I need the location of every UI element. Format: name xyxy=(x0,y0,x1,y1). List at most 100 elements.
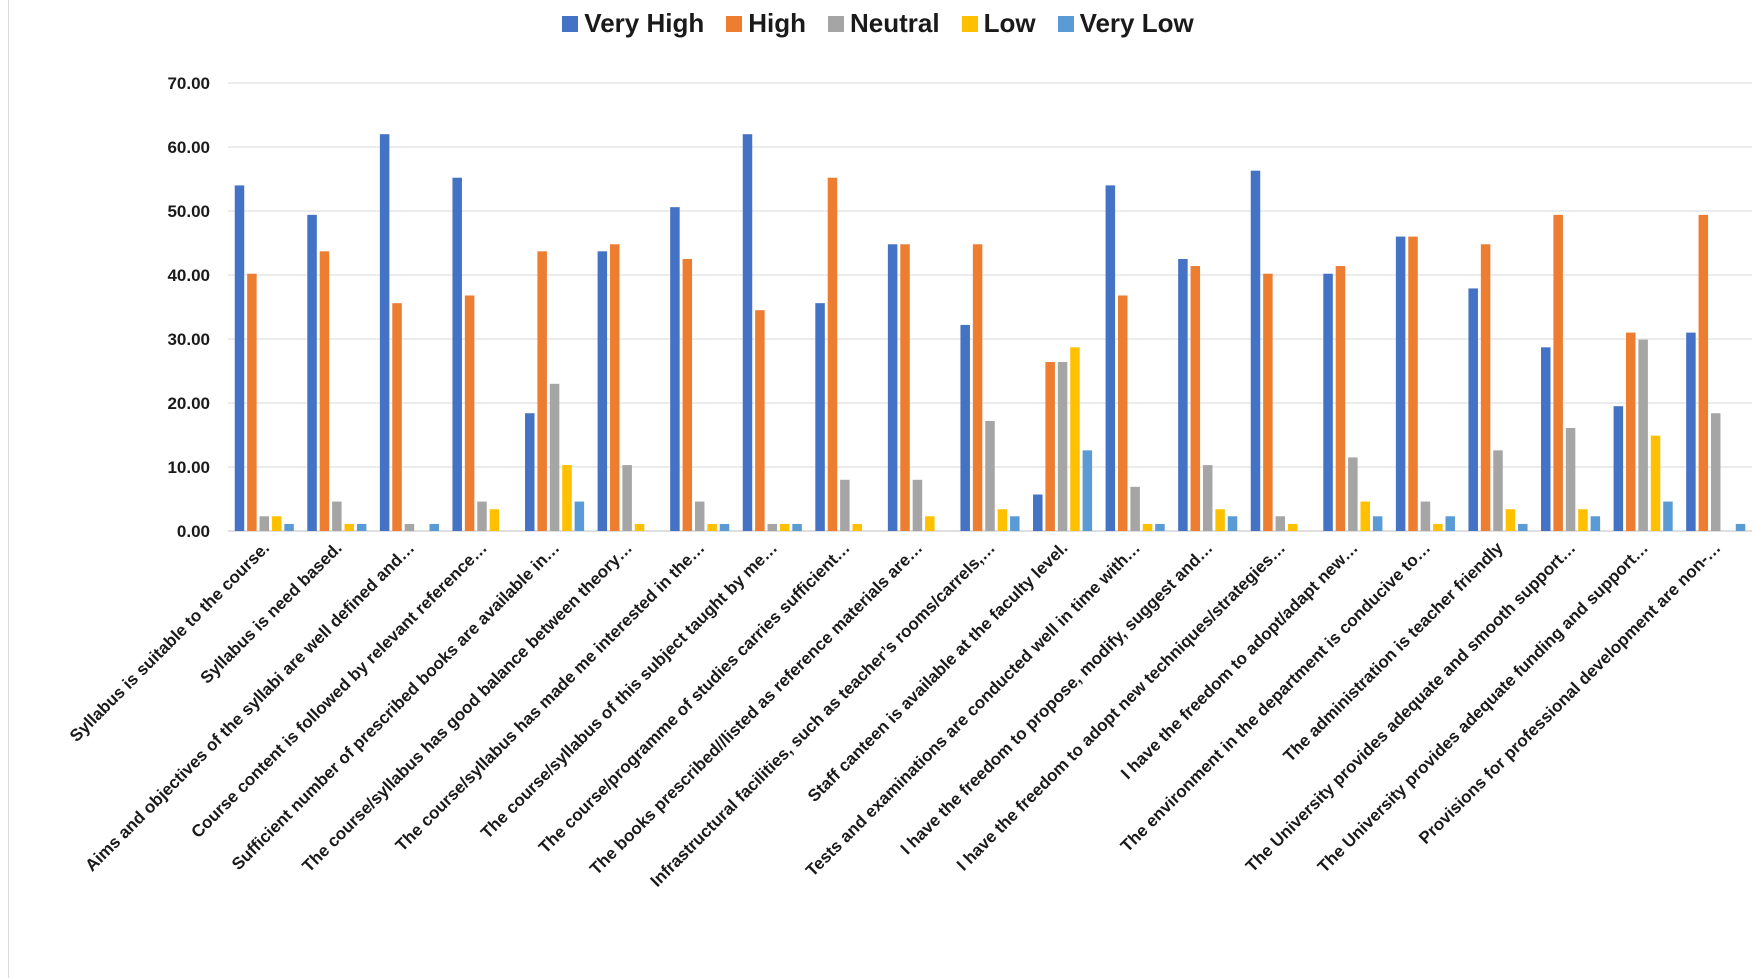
x-category-label: The course/syllabus has good balance bet… xyxy=(299,538,636,875)
bar xyxy=(1190,266,1201,531)
bar xyxy=(247,273,257,531)
bar xyxy=(925,516,935,531)
legend-swatch xyxy=(827,15,844,32)
bar xyxy=(719,523,730,531)
bar xyxy=(1433,523,1443,531)
legend-label: High xyxy=(748,8,806,38)
bar xyxy=(259,516,270,531)
y-tick-label: 30.00 xyxy=(167,330,210,349)
bar xyxy=(1202,465,1213,531)
bar xyxy=(1625,332,1636,531)
x-category-label: Syllabus is need based. xyxy=(197,538,346,687)
bar xyxy=(404,523,415,531)
bar xyxy=(1578,509,1588,531)
bar xyxy=(562,465,572,531)
bar xyxy=(1045,362,1055,531)
bar xyxy=(1372,516,1383,531)
chart-frame xyxy=(8,0,1756,978)
bar xyxy=(489,509,500,531)
legend-item: High xyxy=(726,8,806,39)
legend-swatch xyxy=(961,15,978,32)
bar xyxy=(815,303,825,531)
x-category-label: Aims and objectives of the syllabi are w… xyxy=(82,538,419,875)
bar xyxy=(549,383,560,531)
bar xyxy=(1335,266,1346,531)
bar xyxy=(1360,501,1371,531)
y-tick-label: 0.00 xyxy=(177,522,210,541)
bar xyxy=(1565,427,1576,531)
bar xyxy=(1082,450,1093,531)
bar xyxy=(1395,236,1406,531)
bar xyxy=(1287,523,1298,531)
bar xyxy=(997,509,1008,531)
legend-swatch xyxy=(726,15,743,32)
bar xyxy=(1227,516,1238,531)
bar xyxy=(525,413,535,531)
legend-label: Low xyxy=(983,8,1036,38)
bar xyxy=(900,244,910,531)
bar xyxy=(1215,509,1225,531)
bar xyxy=(1663,501,1673,531)
bar xyxy=(1263,273,1273,531)
legend-label: Very High xyxy=(584,8,705,38)
bar xyxy=(622,465,632,531)
bar xyxy=(1613,406,1624,531)
bar xyxy=(307,214,317,531)
bar xyxy=(464,295,475,531)
bar xyxy=(779,523,790,531)
x-category-label: The University provides adequate and smo… xyxy=(1242,538,1579,875)
bar xyxy=(887,244,898,531)
bar xyxy=(1590,516,1601,531)
bar xyxy=(1541,347,1551,531)
bar xyxy=(597,251,608,531)
x-category-label: Infrastructural facilities, such as teac… xyxy=(647,538,999,890)
bar xyxy=(429,523,439,531)
bar xyxy=(1638,339,1648,531)
bar xyxy=(670,207,680,531)
y-tick-label: 60.00 xyxy=(167,138,210,157)
bar xyxy=(332,501,342,531)
bar xyxy=(1518,523,1528,531)
bar xyxy=(1323,273,1333,531)
bar xyxy=(1445,516,1455,531)
bar xyxy=(1070,347,1080,531)
bar xyxy=(609,244,620,531)
bar xyxy=(852,523,863,531)
bar xyxy=(767,523,778,531)
bar xyxy=(792,523,802,531)
bar xyxy=(694,501,705,531)
bar xyxy=(1117,295,1128,531)
x-category-label: Staff canteen is available at the facult… xyxy=(804,538,1071,805)
y-tick-label: 50.00 xyxy=(167,202,210,221)
bar xyxy=(379,134,390,531)
bar xyxy=(1010,516,1020,531)
legend-item: Neutral xyxy=(827,8,940,39)
bar xyxy=(1408,236,1418,531)
bar xyxy=(1480,244,1491,531)
bar xyxy=(707,523,717,531)
bar xyxy=(755,310,765,531)
x-category-label: I have the freedom to adopt new techniqu… xyxy=(953,538,1289,874)
bar xyxy=(344,523,355,531)
legend-item: Low xyxy=(961,8,1036,39)
bar xyxy=(827,177,838,531)
bar xyxy=(1142,523,1153,531)
bar xyxy=(912,479,923,531)
bar xyxy=(985,420,995,531)
bar xyxy=(1155,523,1165,531)
y-tick-label: 10.00 xyxy=(167,458,210,477)
bar xyxy=(574,501,585,531)
x-category-label: Sufficient number of prescribed books ar… xyxy=(228,538,563,873)
bar xyxy=(634,523,645,531)
bar xyxy=(1686,332,1696,531)
x-category-label: The books prescribed//listed as referenc… xyxy=(586,538,926,878)
bar xyxy=(682,259,693,531)
bar xyxy=(1493,450,1503,531)
bar xyxy=(1650,435,1661,531)
bar xyxy=(392,303,402,531)
bar xyxy=(1698,214,1709,531)
bar xyxy=(1033,494,1043,531)
y-tick-label: 40.00 xyxy=(167,266,210,285)
bar xyxy=(1468,288,1478,531)
